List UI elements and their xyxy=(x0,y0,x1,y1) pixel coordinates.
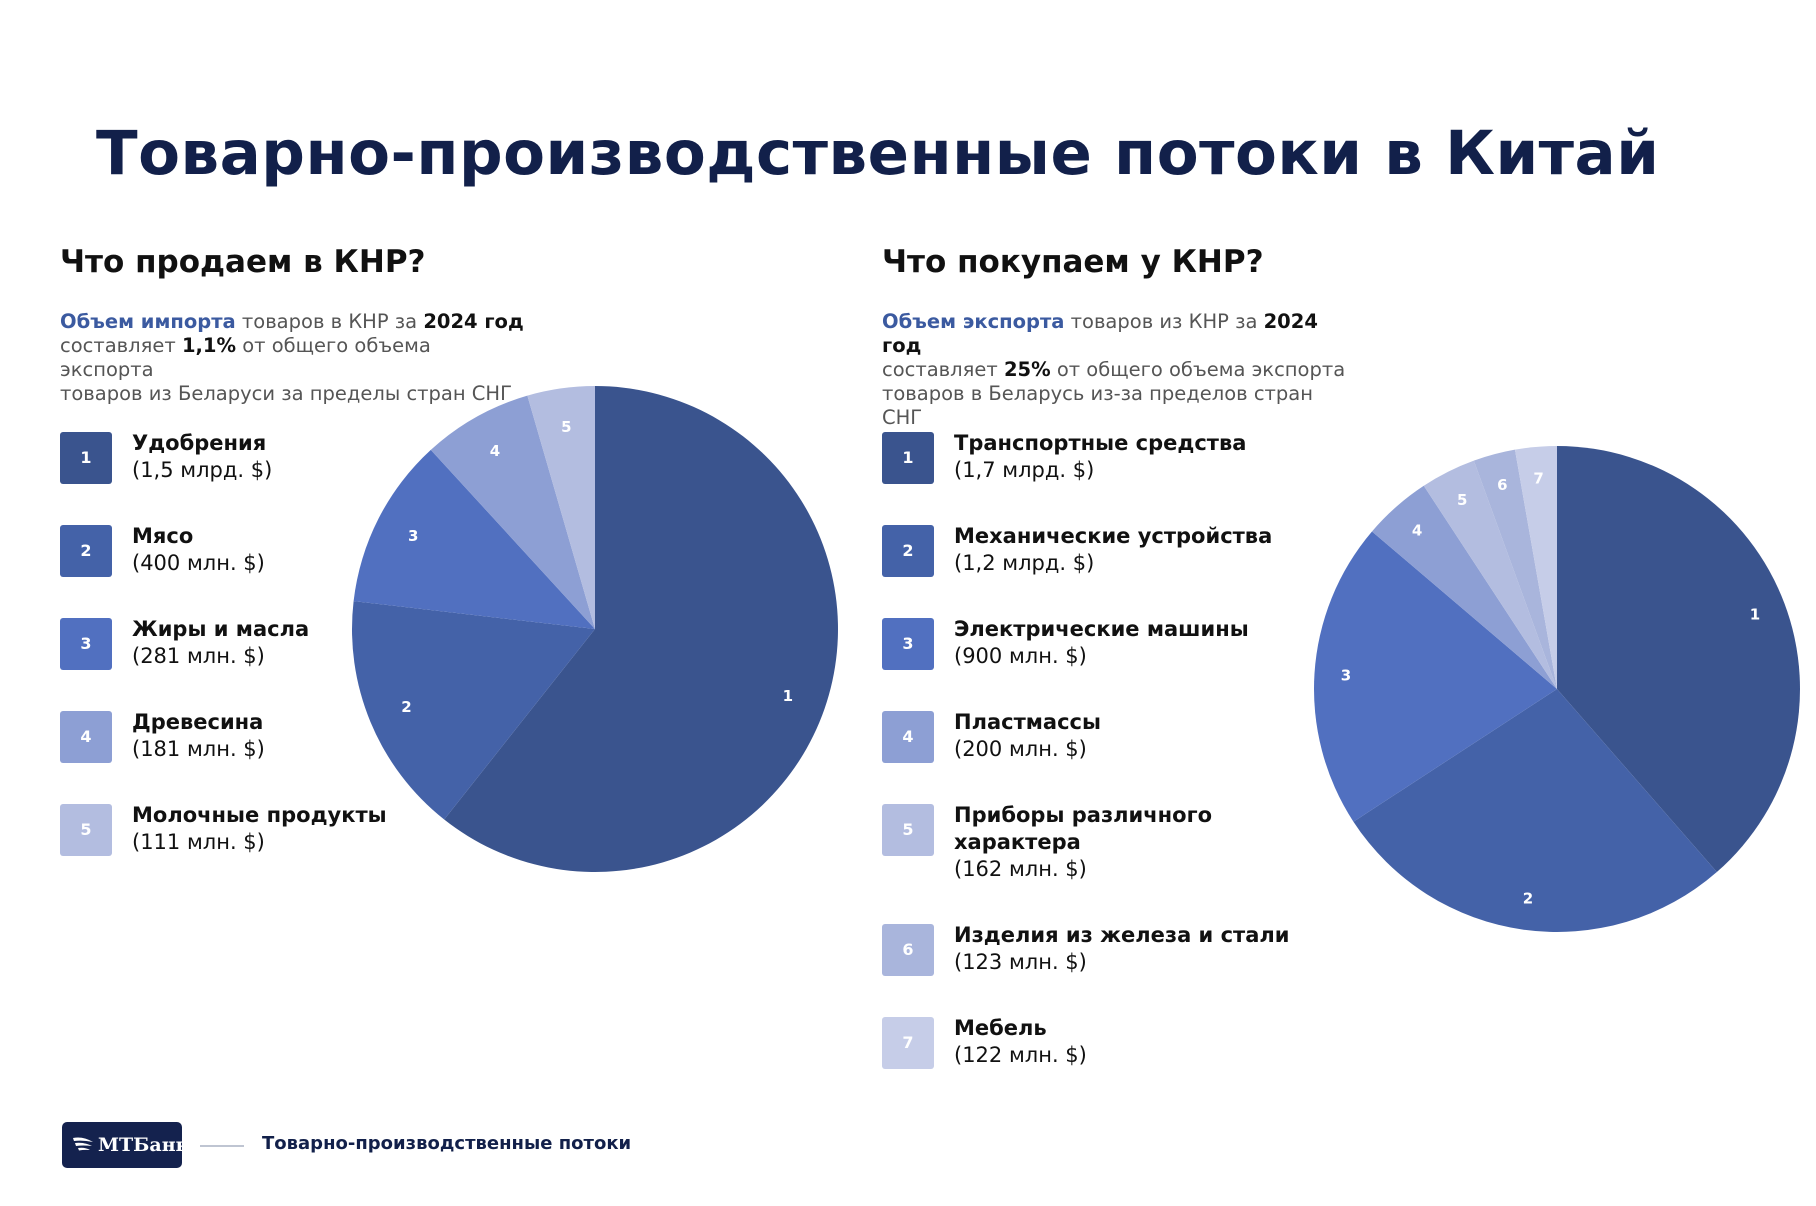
pie-slice-label: 3 xyxy=(1341,667,1351,685)
legend-value: (1,7 млрд. $) xyxy=(954,458,1095,482)
desc-year: 2024 год xyxy=(423,310,524,333)
pie-slice-label: 2 xyxy=(401,698,411,716)
desc-text: от общего объема экспорта xyxy=(60,334,431,381)
pie-slice-label: 5 xyxy=(1457,491,1467,509)
legend-name: Молочные продукты xyxy=(132,803,387,827)
legend-value: (122 млн. $) xyxy=(954,1043,1087,1067)
pie-slice-label: 2 xyxy=(1523,889,1533,907)
panel-description: Объем экспорта товаров из КНР за 2024 го… xyxy=(882,310,1352,430)
pie-slice-7 xyxy=(1514,446,1557,689)
legend-value: (1,2 млрд. $) xyxy=(954,551,1095,575)
import-pie-chart: 1 2 3 4 5 6 7 xyxy=(1313,446,1800,933)
desc-text: товаров из Беларуси за пределы стран СНГ xyxy=(60,382,512,405)
desc-text: товаров из КНР за xyxy=(1064,310,1264,333)
panel-heading: Что покупаем у КНР? xyxy=(882,244,1264,280)
pie-slice-3 xyxy=(353,449,595,629)
pie-slice-1 xyxy=(444,386,838,872)
pie-slice-6 xyxy=(1473,449,1557,689)
pie-slice-3 xyxy=(1313,531,1557,822)
pie-slice-5 xyxy=(527,386,595,629)
pie-slice-label: 4 xyxy=(490,442,500,460)
desc-text: товаров в КНР за xyxy=(235,310,424,333)
pie-slice-label: 7 xyxy=(1533,469,1543,487)
legend-number-badge: 5 xyxy=(60,804,112,856)
legend-name: Пластмассы xyxy=(954,710,1101,734)
panel-description: Объем импорта товаров в КНР за 2024 год … xyxy=(60,310,530,406)
wing-icon xyxy=(73,1137,93,1151)
page-title: Товарно-производственные потоки в Китай xyxy=(96,118,1660,189)
footer-text: Товарно-производственные потоки xyxy=(262,1133,632,1154)
desc-text: товаров в Беларусь из-за пределов стран … xyxy=(882,382,1313,429)
pie-slice-4 xyxy=(430,395,595,629)
legend-number-badge: 4 xyxy=(60,711,112,763)
export-pie-chart: 1 2 3 4 5 xyxy=(351,386,838,872)
legend-value: (123 млн. $) xyxy=(954,950,1087,974)
pie-slice-2 xyxy=(1353,689,1717,933)
legend-number-badge: 7 xyxy=(882,1017,934,1069)
legend-name: Приборы различного характера xyxy=(954,803,1212,854)
pie-slice-2 xyxy=(351,601,595,820)
legend-number-badge: 3 xyxy=(882,618,934,670)
desc-share: 25% xyxy=(1003,358,1051,381)
legend-number-badge: 5 xyxy=(882,804,934,856)
desc-year: 2024 год xyxy=(882,310,1318,357)
pie-slice-label: 4 xyxy=(1412,521,1422,539)
legend-name: Изделия из железа и стали xyxy=(954,923,1290,947)
legend-name: Древесина xyxy=(132,710,264,734)
pie-slice-label: 3 xyxy=(408,527,418,545)
legend-name: Жиры и масла xyxy=(132,617,310,641)
desc-share: 1,1% xyxy=(181,334,237,357)
legend-value: (162 млн. $) xyxy=(954,857,1087,881)
desc-text: составляет xyxy=(60,334,182,357)
logo-text: МТБанк xyxy=(98,1134,190,1156)
footer-divider xyxy=(200,1145,244,1147)
legend-value: (400 млн. $) xyxy=(132,551,265,575)
legend-value: (200 млн. $) xyxy=(954,737,1087,761)
pie-slice-1 xyxy=(1557,446,1800,873)
legend-value: (1,5 млрд. $) xyxy=(132,458,273,482)
pie-slice-5 xyxy=(1423,460,1557,689)
legend-number-badge: 4 xyxy=(882,711,934,763)
legend-number-badge: 1 xyxy=(882,432,934,484)
export-panel: Что продаем в КНР? Объем импорта товаров… xyxy=(60,244,850,1014)
legend-number-badge: 2 xyxy=(60,525,112,577)
pie-slice-4 xyxy=(1371,485,1557,689)
import-panel: Что покупаем у КНР? Объем экспорта товар… xyxy=(882,244,1812,1104)
legend-value: (111 млн. $) xyxy=(132,830,265,854)
pie-slice-label: 6 xyxy=(1497,476,1507,494)
legend-number-badge: 2 xyxy=(882,525,934,577)
desc-text: от общего объема экспорта xyxy=(1050,358,1346,381)
legend-name: Мебель xyxy=(954,1016,1047,1040)
legend-number-badge: 6 xyxy=(882,924,934,976)
legend-name: Удобрения xyxy=(132,431,267,455)
legend-number-badge: 1 xyxy=(60,432,112,484)
legend-number-badge: 3 xyxy=(60,618,112,670)
legend-name: Мясо xyxy=(132,524,194,548)
panel-heading: Что продаем в КНР? xyxy=(60,244,426,280)
mtbank-logo: МТБанк xyxy=(62,1122,189,1168)
legend-name: Транспортные средства xyxy=(954,431,1247,455)
pie-slice-label: 1 xyxy=(1750,606,1760,624)
legend-value: (281 млн. $) xyxy=(132,644,265,668)
footer: МТБанк Товарно-производственные потоки xyxy=(62,1122,762,1170)
legend-value: (900 млн. $) xyxy=(954,644,1087,668)
legend-name: Электрические машины xyxy=(954,617,1249,641)
legend-name: Механические устройства xyxy=(954,524,1273,548)
desc-text: составляет xyxy=(882,358,1004,381)
pie-slice-label: 5 xyxy=(561,418,571,436)
desc-label: Объем импорта xyxy=(60,310,236,333)
legend-value: (181 млн. $) xyxy=(132,737,265,761)
pie-slice-label: 1 xyxy=(783,687,793,705)
desc-label: Объем экспорта xyxy=(882,310,1065,333)
